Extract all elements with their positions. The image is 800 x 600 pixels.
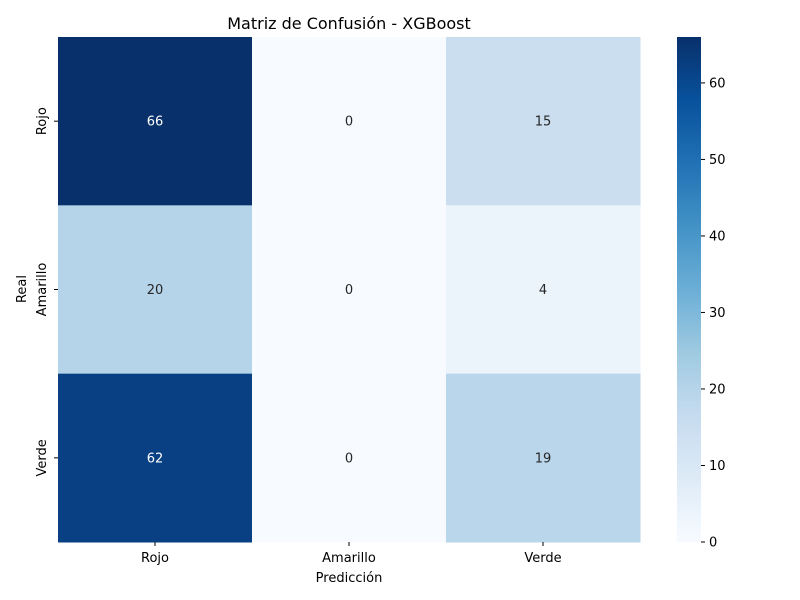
heatmap-cell (58, 37, 253, 206)
x-tick-label: Verde (524, 551, 561, 566)
colorbar-tick-label: 20 (709, 382, 726, 397)
cell-value-label: 0 (345, 283, 353, 298)
x-tick-label: Amarillo (322, 551, 376, 566)
cell-value-label: 4 (539, 283, 547, 298)
colorbar-tick-label: 30 (709, 306, 726, 321)
colorbar-tick-label: 0 (709, 536, 717, 551)
cell-value-label: 66 (147, 115, 164, 130)
colorbar-tick-label: 40 (709, 229, 726, 244)
y-axis-ticks: Rojo Amarillo Verde (35, 107, 58, 476)
y-tick-label: Rojo (35, 107, 50, 135)
y-axis-label: Real (15, 275, 30, 303)
x-tick-label: Rojo (141, 551, 169, 566)
x-axis-label: Predicción (316, 571, 383, 586)
colorbar-tick-label: 60 (709, 76, 726, 91)
cell-value-label: 20 (147, 283, 164, 298)
heatmap-cell (58, 373, 253, 543)
heatmap-cell (446, 205, 641, 375)
y-tick-label: Amarillo (35, 263, 50, 317)
cell-value-label: 0 (345, 115, 353, 130)
x-axis-ticks: Rojo Amarillo Verde (141, 542, 562, 566)
heatmap-cell-labels: 66 0 15 20 0 4 62 0 19 (147, 115, 552, 467)
colorbar-ticks: 0 10 20 30 40 50 60 (701, 76, 726, 551)
cell-value-label: 0 (345, 451, 353, 466)
colorbar-tick-label: 10 (709, 459, 726, 474)
heatmap-cell (252, 37, 447, 206)
y-tick-label: Verde (35, 439, 50, 476)
colorbar-tick-label: 50 (709, 153, 726, 168)
heatmap-cell (446, 373, 641, 543)
heatmap-cell (446, 37, 641, 206)
heatmap-cell (252, 373, 447, 543)
cell-value-label: 15 (535, 115, 552, 130)
cell-value-label: 62 (147, 451, 164, 466)
colorbar (677, 37, 701, 542)
cell-value-label: 19 (535, 451, 552, 466)
chart-title: Matriz de Confusión - XGBoost (227, 14, 471, 33)
heatmap-cell (252, 205, 447, 375)
heatmap-cell (58, 205, 253, 375)
heatmap-cells (58, 37, 641, 543)
